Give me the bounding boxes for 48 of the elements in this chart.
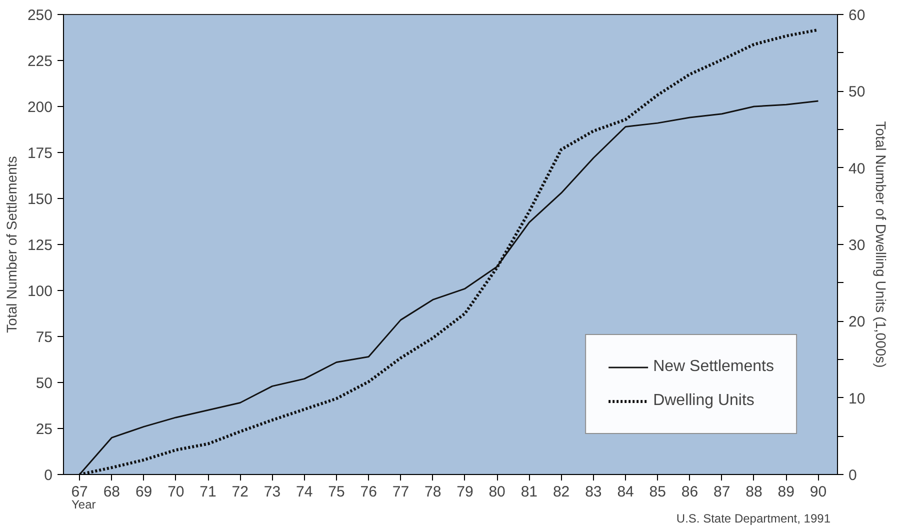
y2-tick-label: 20 [848, 314, 866, 331]
x-tick-label: 87 [714, 484, 730, 500]
x-tick-label: 79 [456, 484, 474, 500]
y2-tick-label: 30 [848, 237, 866, 254]
x-tick-label: 90 [810, 484, 827, 500]
x-tick-label: 73 [264, 484, 281, 500]
x-tick-label: 77 [392, 484, 410, 500]
x-tick-label: 80 [488, 484, 506, 500]
y-tick-label: 200 [27, 99, 53, 116]
y-tick-label: 250 [27, 7, 53, 24]
y-tick-label: 25 [36, 421, 53, 438]
y-tick-label: 175 [27, 145, 53, 162]
x-tick-label: 88 [746, 484, 762, 500]
y-tick-label: 125 [27, 237, 53, 254]
x-tick-label: 78 [424, 484, 442, 500]
text: U.S. State Department, 1991 [676, 512, 831, 526]
x-tick-label: 70 [168, 484, 184, 500]
x-tick-label: 84 [617, 484, 634, 500]
x-tick-label: 82 [552, 484, 570, 500]
x-tick-label: 74 [296, 484, 313, 500]
x-tick-label: 68 [103, 484, 120, 500]
x-tick-label: 81 [520, 484, 538, 500]
legend-label: Dwelling Units [653, 392, 754, 410]
y-tick-label: 150 [27, 191, 53, 208]
x-tick-label: 86 [681, 484, 698, 500]
x-tick-label: 89 [778, 484, 794, 500]
legend-label: New Settlements [653, 358, 774, 376]
y-tick-label: 100 [27, 283, 53, 300]
x-tick-label: 83 [585, 484, 602, 500]
x-tick-label: 71 [200, 484, 216, 500]
x-axis-title: Year [72, 498, 96, 512]
x-tick-label: 67 [71, 484, 88, 500]
x-tick-label: 76 [360, 484, 377, 500]
x-tick-label: 75 [328, 484, 345, 500]
y-tick-label: 50 [36, 375, 53, 392]
y-axis-title: Total Number of Settlements [3, 156, 20, 333]
y2-tick-label: 40 [848, 160, 866, 178]
x-tick-label: 85 [649, 484, 666, 500]
x-tick-label: 69 [135, 484, 152, 500]
y-tick-label: 75 [36, 329, 53, 346]
y2-tick-label: 0 [848, 467, 857, 484]
x-tick-label: 72 [232, 484, 248, 500]
y2-tick-label: 10 [848, 390, 866, 408]
y-tick-label: 0 [44, 467, 52, 484]
y2-axis-title: Total Number of Dwelling Units (1,000s) [873, 121, 890, 368]
y2-tick-label: 60 [848, 7, 866, 24]
y2-tick-label: 50 [848, 84, 866, 101]
y-tick-label: 225 [27, 53, 53, 70]
